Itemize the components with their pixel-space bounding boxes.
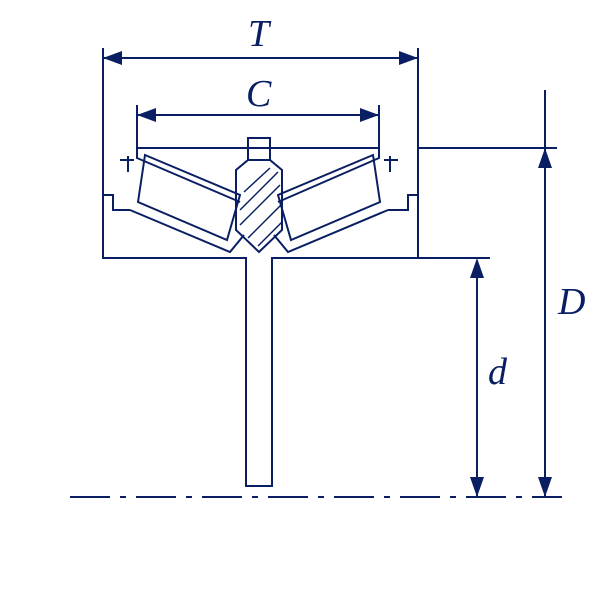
label-D: D <box>558 280 585 324</box>
left-roller <box>120 148 244 252</box>
label-C: C <box>246 72 271 116</box>
bearing-section <box>103 138 418 486</box>
label-T: T <box>248 12 269 56</box>
dimension-T <box>103 48 418 195</box>
dimension-D <box>538 90 552 497</box>
bearing-cross-section-diagram <box>0 0 600 600</box>
extension-lines-right <box>410 148 557 258</box>
label-d: d <box>488 350 507 394</box>
right-roller <box>274 148 398 252</box>
dimension-d <box>470 258 484 497</box>
